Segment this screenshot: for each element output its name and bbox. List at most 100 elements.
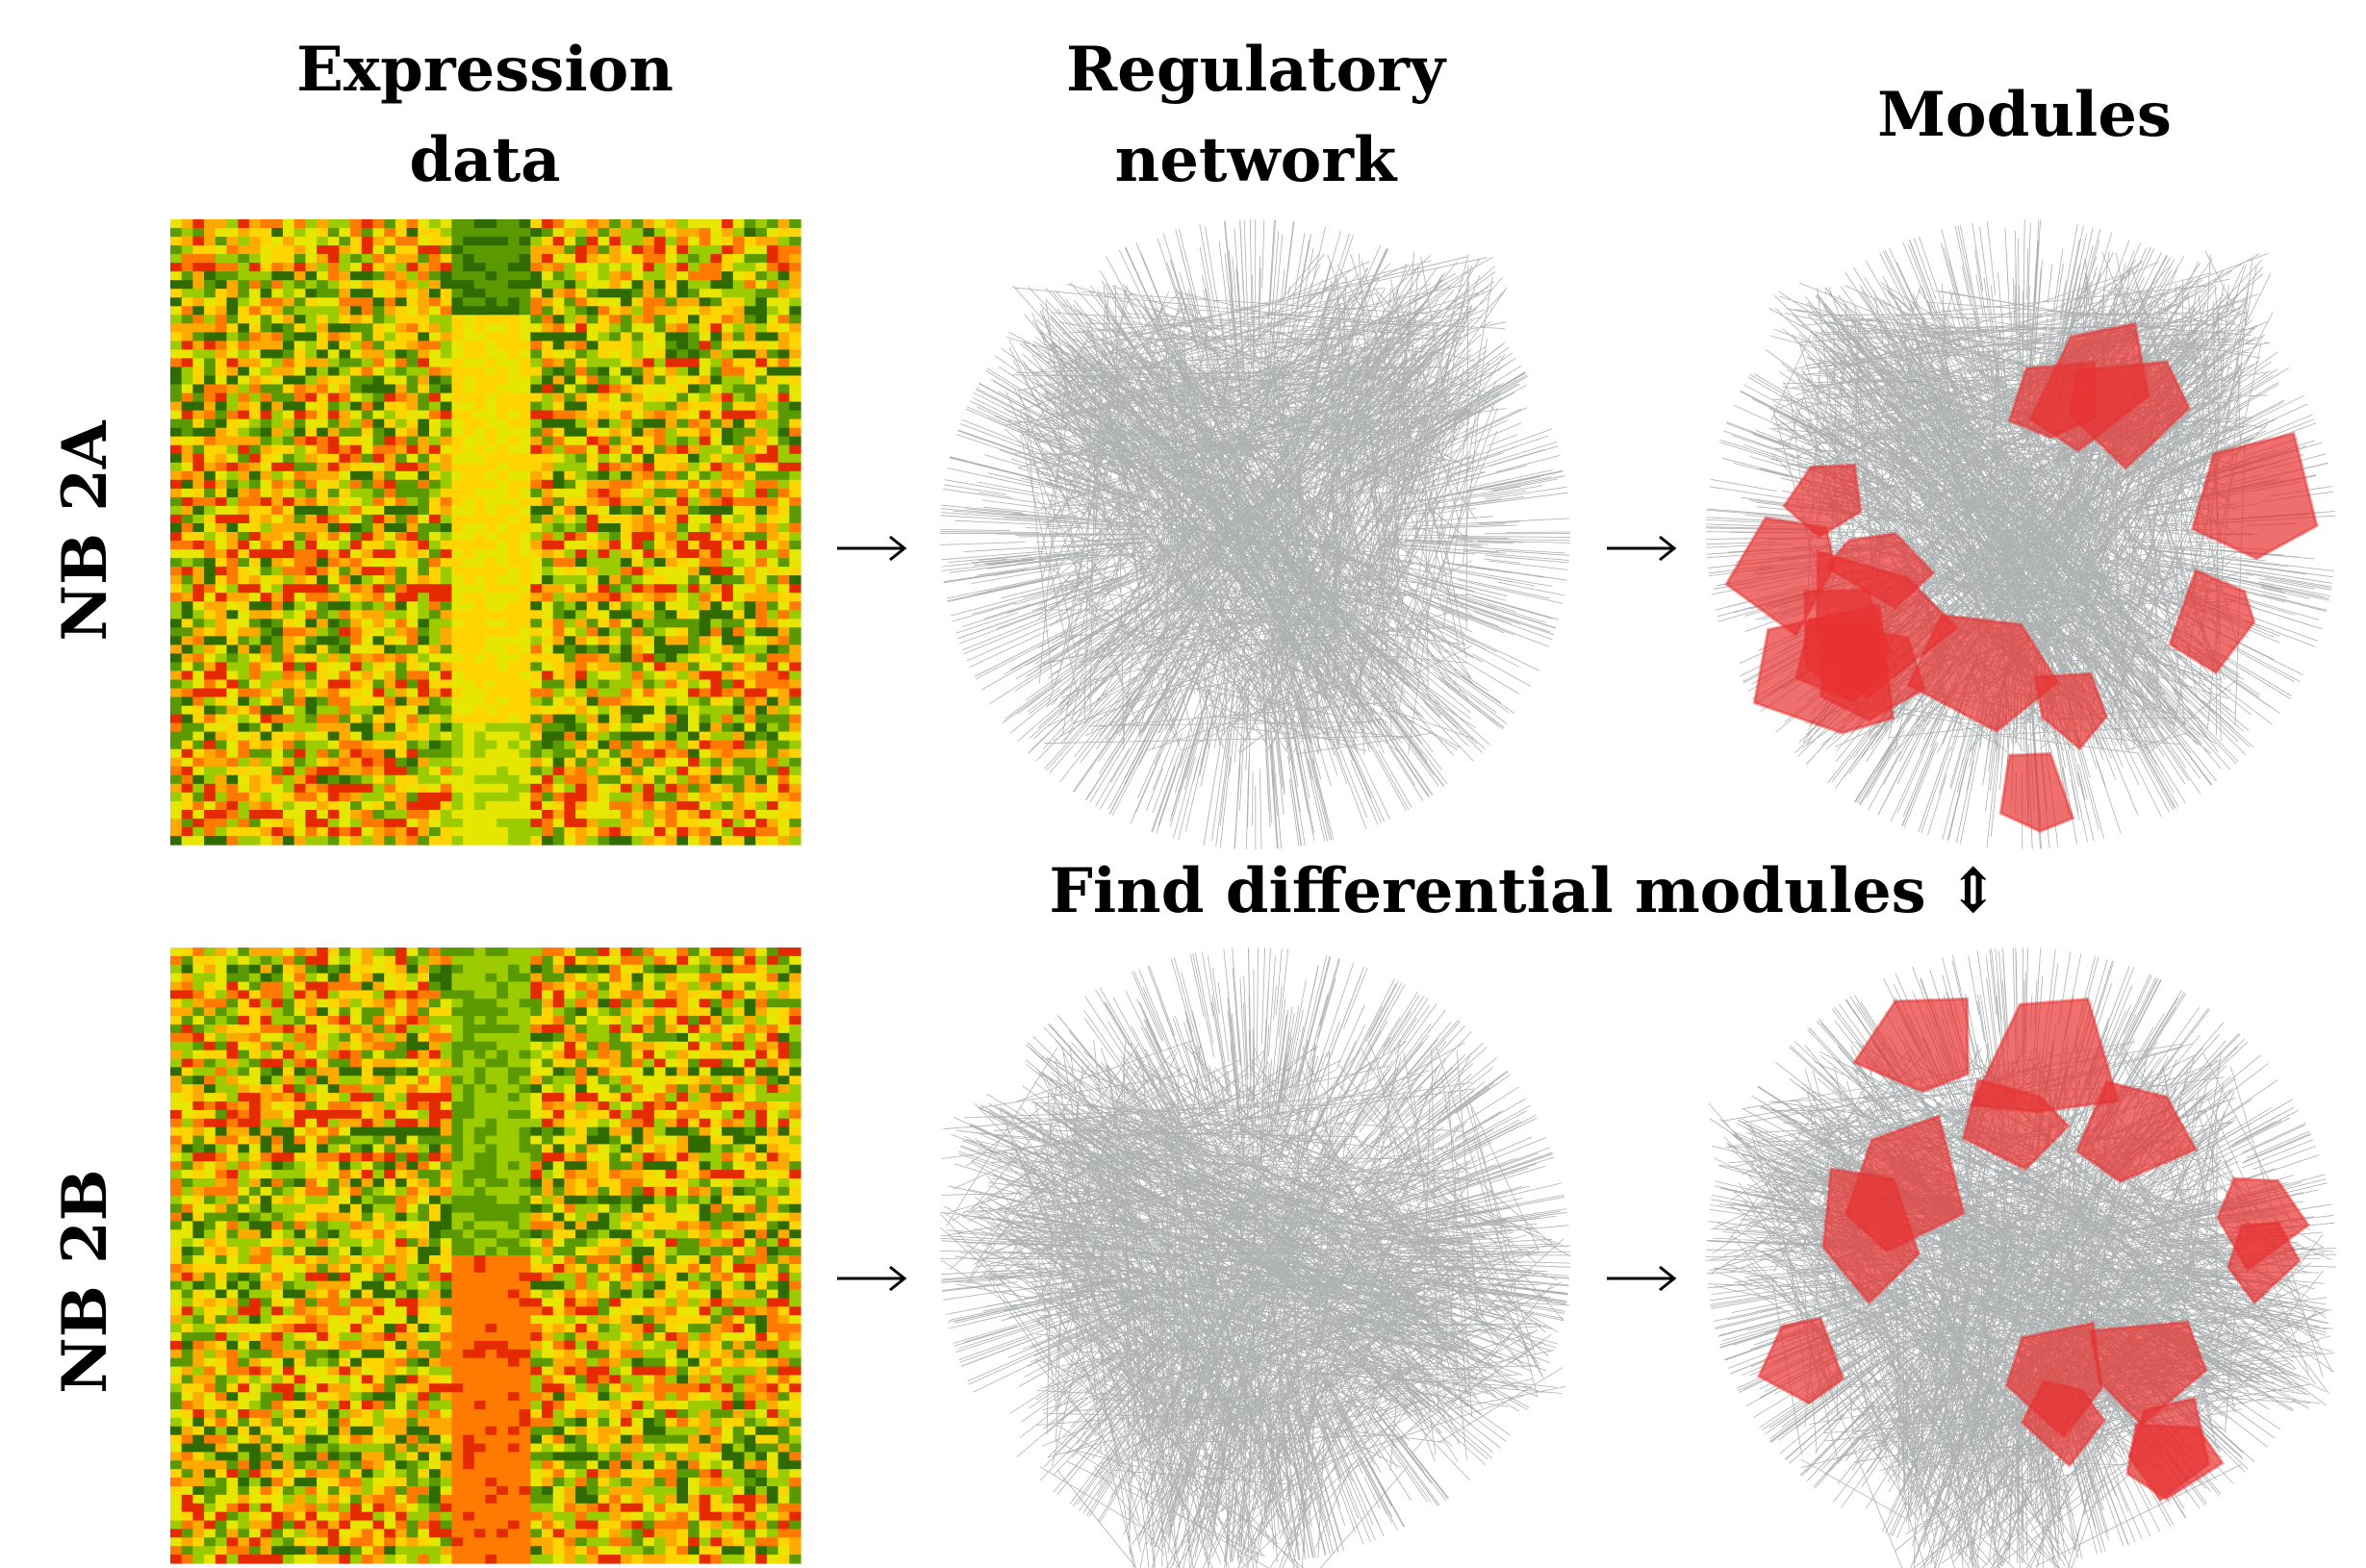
heatmap-cell <box>283 610 294 620</box>
heatmap-cell <box>170 827 182 837</box>
heatmap-cell <box>643 349 654 359</box>
heatmap-cell <box>350 463 362 472</box>
heatmap-cell <box>654 680 666 690</box>
heatmap-cell <box>789 680 801 690</box>
heatmap-cell <box>722 575 733 585</box>
heatmap-cell <box>204 489 216 498</box>
heatmap-cell <box>755 715 767 724</box>
heatmap-cell <box>170 749 182 759</box>
heatmap-cell <box>745 1067 756 1076</box>
heatmap-cell <box>170 1042 182 1051</box>
heatmap-cell <box>204 289 216 298</box>
heatmap-cell <box>643 497 654 507</box>
heatmap-cell <box>710 471 722 481</box>
heatmap-cell <box>384 219 395 229</box>
heatmap-cell <box>328 827 340 837</box>
heatmap-cell <box>666 982 677 992</box>
heatmap-cell <box>688 689 700 698</box>
heatmap-cell <box>745 245 756 255</box>
heatmap-cell <box>317 245 328 255</box>
heatmap-cell <box>463 593 474 602</box>
heatmap-cell <box>486 723 497 733</box>
heatmap-cell <box>463 558 474 568</box>
heatmap-cell <box>362 653 373 663</box>
heatmap-cell <box>429 810 441 820</box>
heatmap-cell <box>575 619 587 628</box>
heatmap-cell <box>407 549 419 559</box>
heatmap-cell <box>170 402 182 412</box>
heatmap-cell <box>553 584 565 594</box>
heatmap-cell <box>170 358 182 367</box>
heatmap-cell <box>429 982 441 992</box>
heatmap-cell <box>598 228 610 238</box>
heatmap-cell <box>745 454 756 464</box>
heatmap-cell <box>294 601 306 611</box>
heatmap-cell <box>542 670 553 680</box>
heatmap-cell <box>373 402 385 412</box>
heatmap-cell <box>542 749 553 759</box>
heatmap-cell <box>575 636 587 645</box>
heatmap-cell <box>170 489 182 498</box>
heatmap-cell <box>632 645 644 654</box>
heatmap-cell <box>733 515 745 524</box>
heatmap-cell <box>755 593 767 602</box>
heatmap-cell <box>317 732 328 742</box>
heatmap-cell <box>204 471 216 481</box>
heatmap-cell <box>271 575 283 585</box>
heatmap-cell <box>216 402 227 412</box>
heatmap-cell <box>271 819 283 828</box>
heatmap-cell <box>666 723 677 733</box>
heatmap-cell <box>542 323 553 333</box>
heatmap-cell <box>722 715 733 724</box>
heatmap-cell <box>261 706 272 716</box>
heatmap-cell <box>654 1067 666 1076</box>
heatmap-cell <box>451 480 463 490</box>
heatmap-cell <box>587 263 598 272</box>
heatmap-cell <box>778 280 790 290</box>
heatmap-cell <box>283 411 294 420</box>
heatmap-cell <box>294 297 306 307</box>
heatmap-cell <box>676 749 688 759</box>
heatmap-cell <box>441 541 452 550</box>
heatmap-cell <box>441 515 452 524</box>
heatmap-cell <box>271 480 283 490</box>
heatmap-cell <box>249 437 261 446</box>
heatmap-cell <box>710 306 722 316</box>
heatmap-cell <box>530 1016 542 1025</box>
heatmap-cell <box>407 367 419 377</box>
heatmap-cell <box>654 636 666 645</box>
heatmap-cell <box>418 1075 429 1085</box>
heatmap-cell <box>271 497 283 507</box>
heatmap-cell <box>755 584 767 594</box>
heatmap-cell <box>227 706 239 716</box>
heatmap-cell <box>317 332 328 341</box>
heatmap-cell <box>542 715 553 724</box>
heatmap-cell <box>451 376 463 386</box>
heatmap-cell <box>745 523 756 533</box>
heatmap-cell <box>204 1050 216 1060</box>
heatmap-cell <box>474 532 486 542</box>
heatmap-cell <box>271 558 283 568</box>
heatmap-cell <box>587 715 598 724</box>
heatmap-cell <box>182 480 193 490</box>
heatmap-cell <box>542 367 553 377</box>
heatmap-cell <box>508 1050 520 1060</box>
heatmap-cell <box>362 601 373 611</box>
heatmap-cell <box>542 1067 553 1076</box>
heatmap-cell <box>778 741 790 750</box>
heatmap-cell <box>486 1050 497 1060</box>
heatmap-cell <box>755 419 767 429</box>
heatmap-cell <box>317 801 328 811</box>
heatmap-cell <box>542 836 553 846</box>
heatmap-cell <box>317 393 328 403</box>
heatmap-cell <box>553 645 565 654</box>
heatmap-cell <box>395 601 407 611</box>
heatmap-cell <box>328 489 340 498</box>
heatmap-cell <box>654 715 666 724</box>
heatmap-cell <box>216 515 227 524</box>
heatmap-cell <box>700 228 711 238</box>
heatmap-cell <box>407 349 419 359</box>
heatmap-cell <box>767 393 778 403</box>
heatmap-cell <box>700 428 711 438</box>
heatmap-cell <box>700 575 711 585</box>
